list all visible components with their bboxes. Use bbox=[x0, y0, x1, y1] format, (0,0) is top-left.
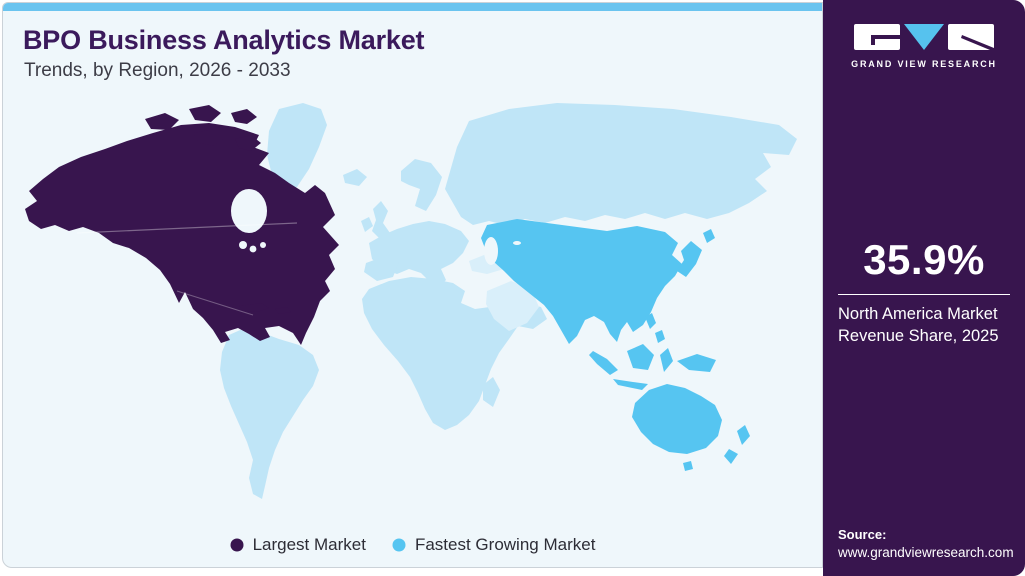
logo-letter-r-icon bbox=[948, 24, 994, 50]
source-label: Source: bbox=[838, 527, 887, 542]
map-water-cutouts bbox=[76, 189, 298, 316]
map-asia-water bbox=[484, 237, 521, 265]
gvr-logo-marks bbox=[854, 24, 994, 50]
largest-market-dot-icon bbox=[230, 538, 244, 552]
stat-value: 35.9% bbox=[863, 236, 985, 283]
source-url: www.grandviewresearch.com bbox=[838, 545, 1014, 560]
stat-label-line2: Revenue Share, 2025 bbox=[838, 326, 999, 345]
map-region-iceland bbox=[343, 169, 367, 186]
map-region-ireland bbox=[361, 217, 373, 232]
source-block: Source: www.grandviewresearch.com bbox=[838, 527, 1014, 560]
accent-strip bbox=[3, 3, 822, 11]
stat-divider bbox=[838, 294, 1010, 295]
map-region-south-america bbox=[220, 327, 319, 499]
legend: Largest Market Fastest Growing Market bbox=[3, 535, 822, 555]
legend-item-largest: Largest Market bbox=[230, 535, 366, 555]
map-region-north-america bbox=[25, 105, 339, 345]
map-panel: BPO Business Analytics Market Trends, by… bbox=[2, 2, 823, 568]
page-title: BPO Business Analytics Market bbox=[23, 25, 425, 55]
map-region-madagascar bbox=[483, 377, 500, 407]
map-region-asia-pacific bbox=[481, 219, 750, 471]
logo-letter-v-icon bbox=[904, 24, 944, 50]
stat-block: 35.9% North America Market Revenue Share… bbox=[823, 236, 1025, 348]
stat-label-line1: North America Market bbox=[838, 305, 998, 323]
sidebar: GRAND VIEW RESEARCH 35.9% North America … bbox=[823, 0, 1025, 576]
map-region-russia bbox=[445, 103, 797, 225]
map-region-iberia bbox=[364, 256, 399, 281]
map-region-scandinavia bbox=[401, 159, 442, 211]
world-map bbox=[17, 93, 811, 529]
fastest-growing-dot-icon bbox=[392, 538, 406, 552]
map-region-uk bbox=[372, 201, 390, 240]
legend-item-fastest: Fastest Growing Market bbox=[392, 535, 595, 555]
logo-letter-g-icon bbox=[854, 24, 900, 50]
legend-label-largest: Largest Market bbox=[252, 535, 366, 554]
brand-name: GRAND VIEW RESEARCH bbox=[851, 59, 997, 69]
map-region-greenland bbox=[267, 103, 327, 193]
legend-label-fastest: Fastest Growing Market bbox=[414, 535, 596, 554]
gvr-logo: GRAND VIEW RESEARCH bbox=[823, 24, 1025, 69]
page-subtitle: Trends, by Region, 2026 - 2033 bbox=[24, 60, 291, 81]
